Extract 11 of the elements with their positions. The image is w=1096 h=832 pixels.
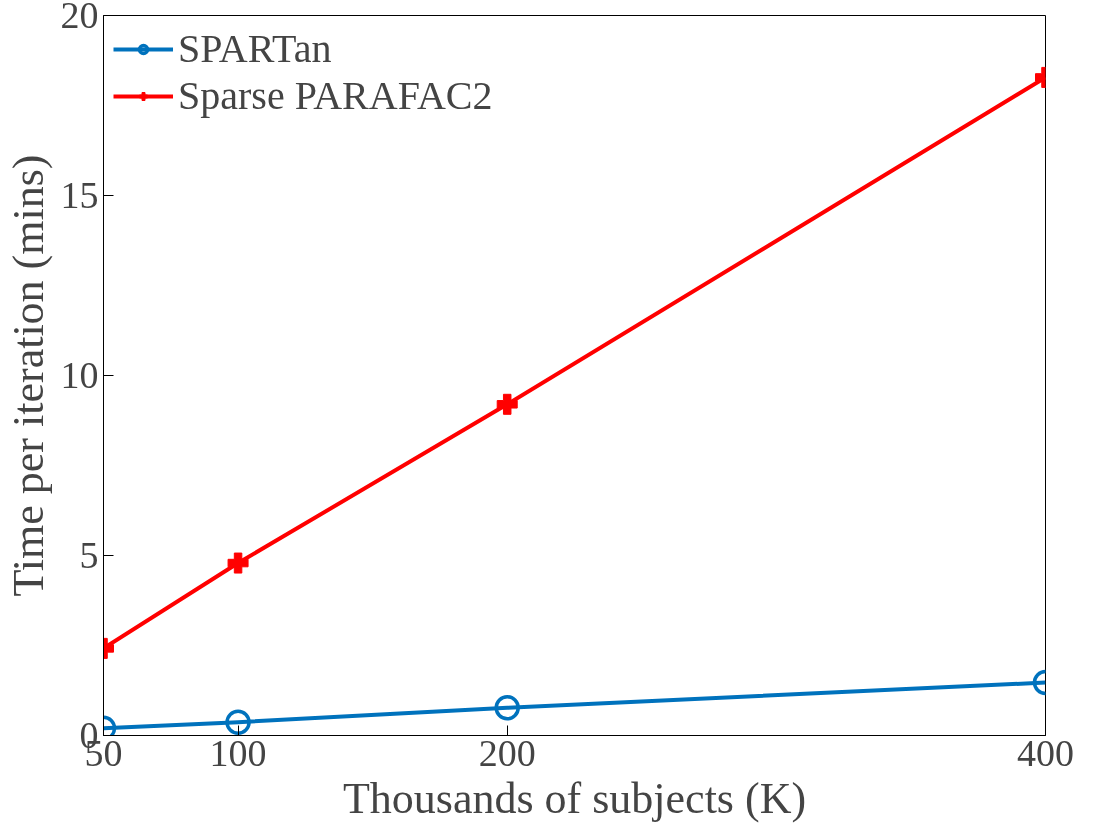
x-tick-label: 400: [1017, 731, 1074, 774]
x-axis-title: Thousands of subjects (K): [342, 773, 807, 823]
x-tick-label: 100: [209, 731, 267, 774]
y-tick-label: 5: [79, 534, 99, 576]
legend-label: SPARTan: [178, 25, 332, 72]
y-axis-title: Time per iteration (mins): [3, 154, 53, 597]
x-tick-label: 200: [478, 731, 536, 774]
legend-label: Sparse PARAFAC2: [178, 72, 493, 119]
y-tick-label: 20: [60, 0, 99, 36]
y-tick-label: 10: [60, 354, 99, 396]
y-tick-label: 15: [60, 174, 99, 216]
